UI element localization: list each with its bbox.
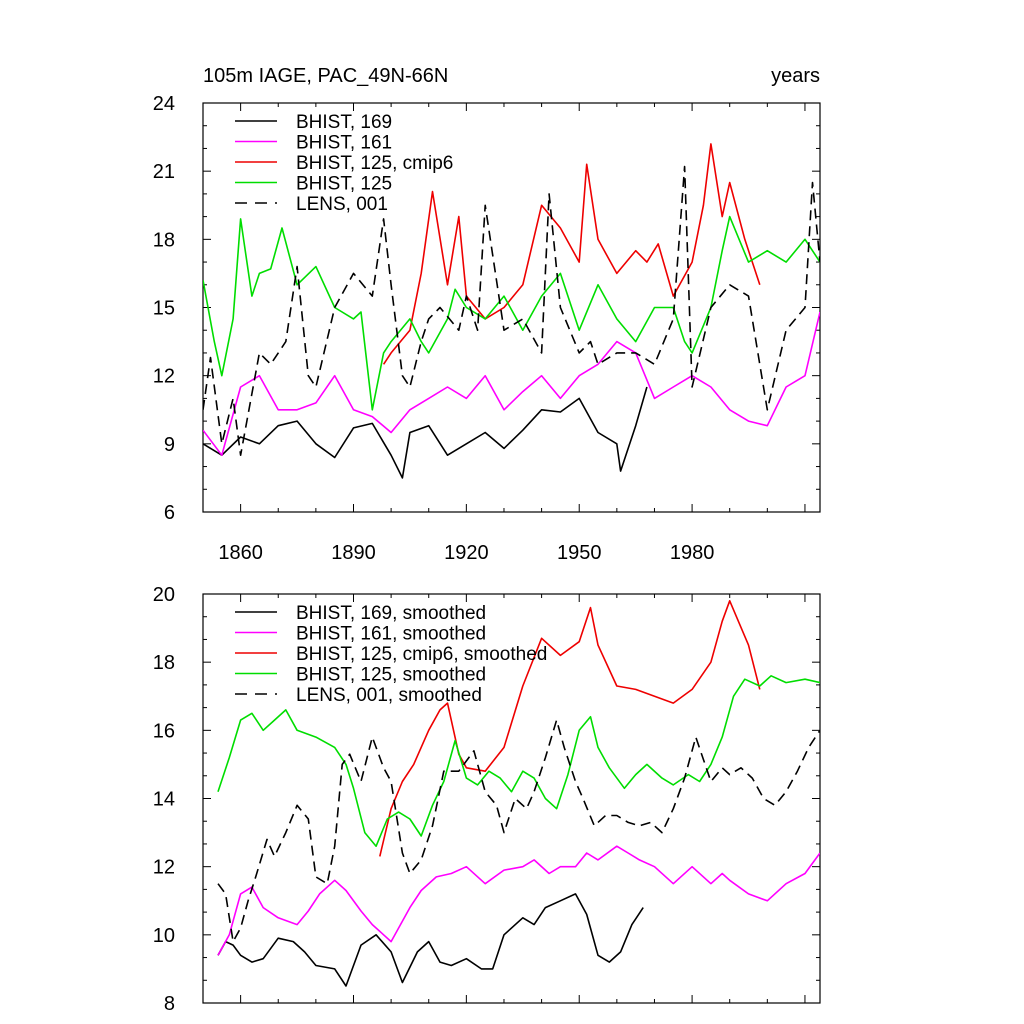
legend-label: BHIST, 125, smoothed [296, 665, 486, 686]
legend-label: BHIST, 169 [296, 112, 392, 133]
y-tick-label: 6 [164, 502, 175, 524]
y-tick-label: 24 [153, 93, 175, 115]
legend-label: BHIST, 161, smoothed [296, 624, 486, 645]
series-line [217, 719, 820, 943]
x-tick-label: 1950 [557, 542, 602, 564]
y-tick-label: 14 [153, 789, 175, 811]
series-line [203, 215, 820, 411]
y-tick-label: 21 [153, 161, 175, 183]
units-label: years [771, 65, 820, 87]
legend-label: BHIST, 125, cmip6, smoothed [296, 644, 547, 665]
y-tick-label: 15 [153, 298, 175, 320]
y-tick-label: 20 [153, 584, 175, 606]
y-tick-label: 18 [153, 652, 175, 674]
legend-label: LENS, 001, smoothed [296, 685, 482, 706]
x-tick-label: 1860 [218, 542, 263, 564]
y-tick-label: 12 [153, 857, 175, 879]
series-line [217, 893, 644, 987]
series-line [379, 599, 761, 857]
series-line [203, 311, 820, 457]
y-tick-label: 12 [153, 366, 175, 388]
x-tick-label: 1980 [670, 542, 715, 564]
x-tick-label: 1920 [444, 542, 489, 564]
legend-label: LENS, 001 [296, 194, 388, 215]
y-tick-label: 10 [153, 925, 175, 947]
legend-label: BHIST, 125, cmip6 [296, 153, 453, 174]
legend-label: BHIST, 169, smoothed [296, 603, 486, 624]
x-tick-label: 1890 [331, 542, 376, 564]
series-line [203, 165, 820, 457]
chart-title: 105m IAGE, PAC_49N-66N [203, 65, 448, 87]
top-panel: 105m IAGE, PAC_49N-66N years 6 9 12 15 18 21 2… [153, 65, 821, 564]
legend-label: BHIST, 125 [296, 174, 392, 195]
y-tick-label: 8 [164, 993, 175, 1015]
legend-label: BHIST, 161 [296, 133, 392, 154]
y-tick-label: 18 [153, 229, 175, 251]
y-tick-label: 9 [164, 434, 175, 456]
series-line [203, 386, 648, 479]
y-tick-label: 16 [153, 720, 175, 742]
series-line [217, 845, 820, 956]
series-line [382, 143, 761, 365]
